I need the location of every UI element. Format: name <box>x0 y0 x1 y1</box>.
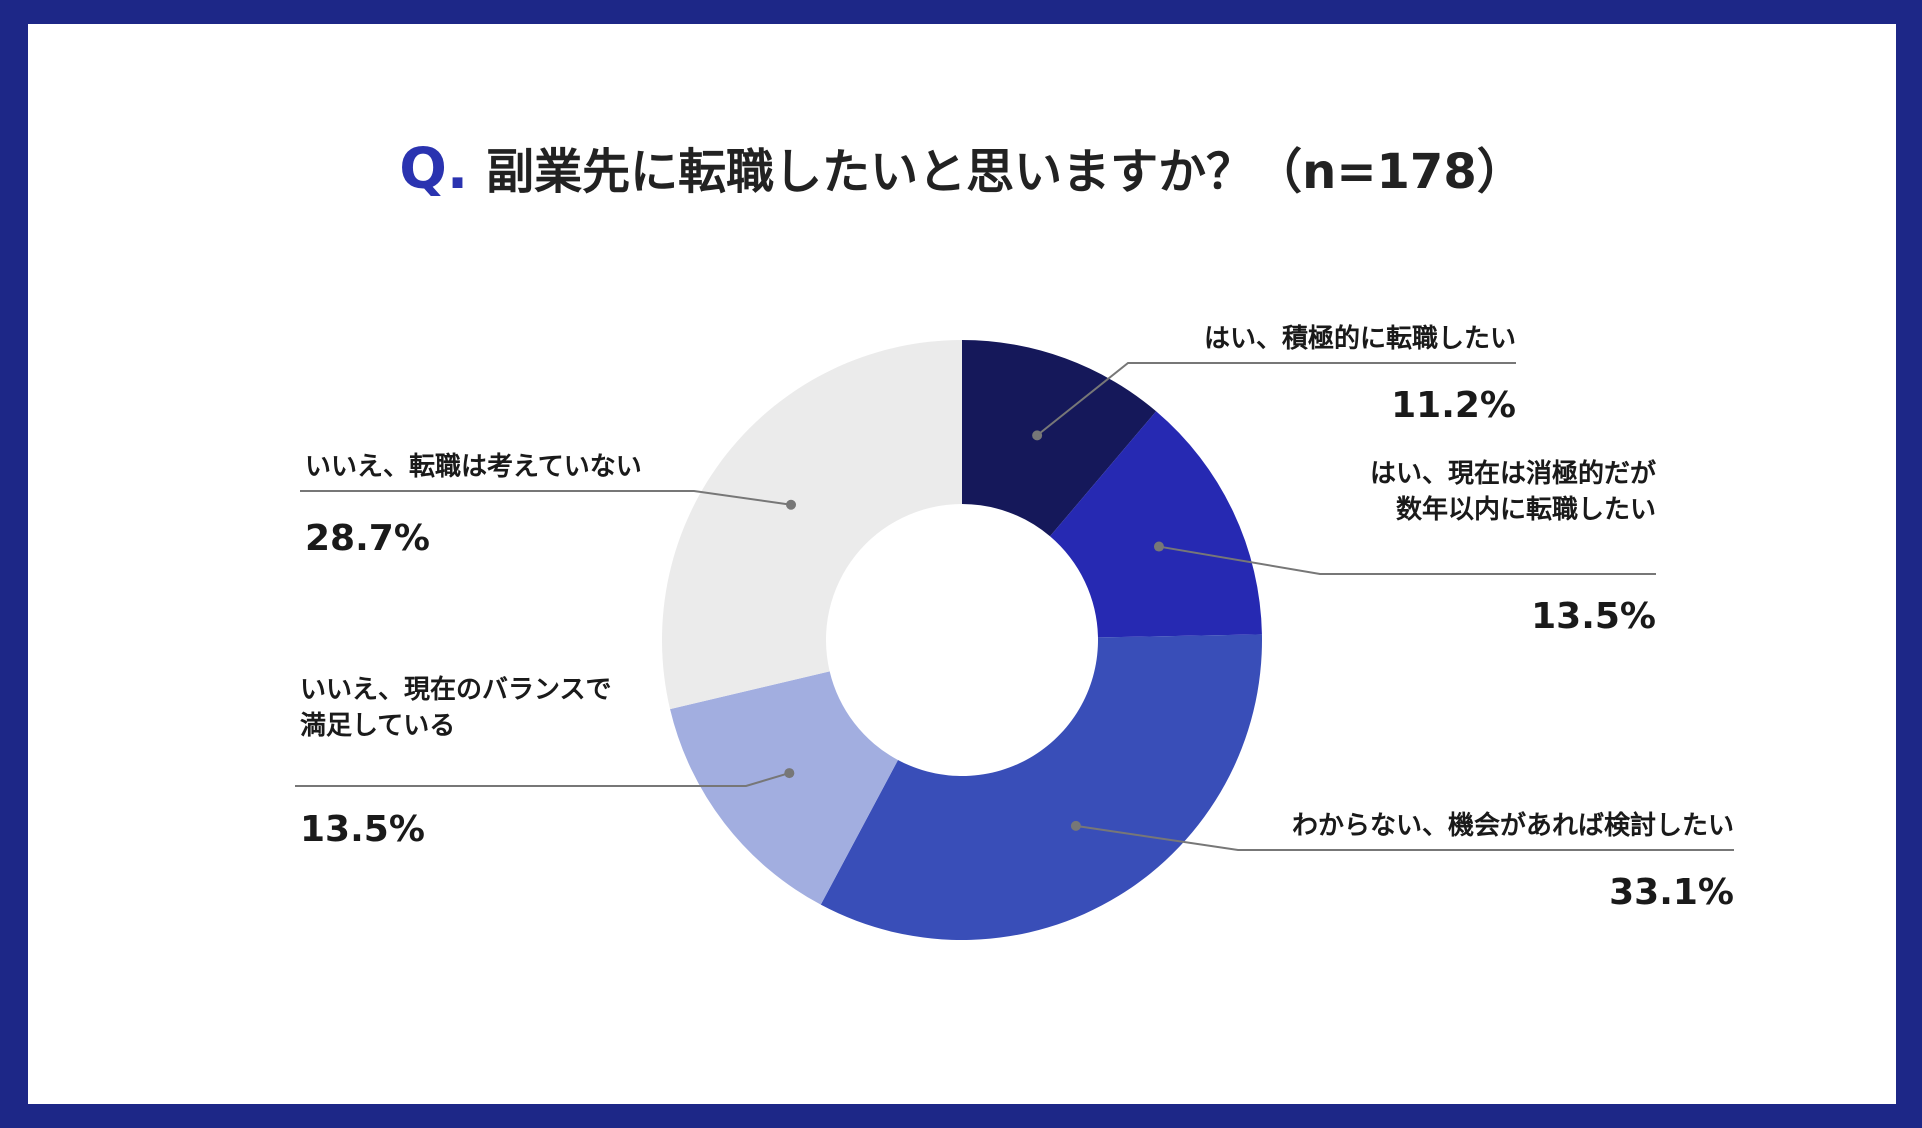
chart-card: Q. 副業先に転職したいと思いますか？（n=178） はい、積極的に転職したい 11… <box>28 24 1896 1104</box>
slice-label-3-line-1: わからない、機会があれば検討したい <box>1292 810 1734 841</box>
slice-label-5-line-1: いいえ、転職は考えていない <box>305 452 642 482</box>
slice-label-2-line-1: はい、現在は消極的だが <box>1370 458 1656 489</box>
donut-slice-4 <box>670 671 898 905</box>
slice-value-3: 33.1% <box>1609 872 1734 913</box>
leader-line-5 <box>300 490 792 506</box>
leader-dot-5 <box>786 499 797 510</box>
slice-value-2: 13.5% <box>1531 596 1656 637</box>
donut-slice-3 <box>820 634 1262 940</box>
leader-dot-3 <box>1070 820 1081 831</box>
leader-line-3 <box>1075 824 1734 851</box>
question-prefix: Q. <box>399 137 469 202</box>
leader-dot-2 <box>1153 541 1164 552</box>
leader-line-2 <box>1158 545 1656 575</box>
leader-dot-1 <box>1032 430 1043 441</box>
leader-line-4 <box>295 772 790 787</box>
slice-label-4-line-1: いいえ、現在のバランスで <box>300 675 611 705</box>
donut-slice-1 <box>962 340 1157 537</box>
donut-slice-5 <box>661 340 962 710</box>
slice-value-4: 13.5% <box>300 809 425 850</box>
slice-value-1: 11.2% <box>1391 385 1516 426</box>
slice-label-4-line-2: 満足している <box>300 711 455 741</box>
chart-title: Q. 副業先に転職したいと思いますか？（n=178） <box>28 132 1896 202</box>
slice-label-1-line-1: はい、積極的に転職したい <box>1204 323 1516 354</box>
leader-line-1 <box>1036 362 1516 437</box>
donut-slice-2 <box>1049 411 1262 638</box>
slice-label-2-line-2: 数年以内に転職したい <box>1396 494 1656 525</box>
question-text: 副業先に転職したいと思いますか？（n=178） <box>486 144 1525 200</box>
leader-dot-4 <box>784 768 795 779</box>
slice-value-5: 28.7% <box>305 518 430 559</box>
